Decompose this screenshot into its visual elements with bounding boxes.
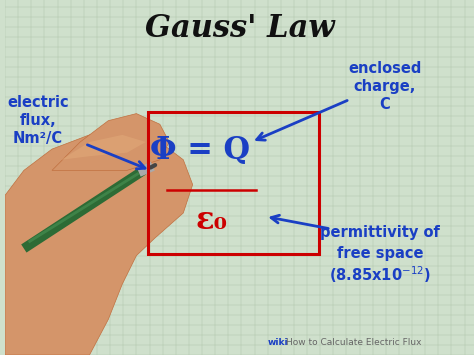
Text: (8.85x10$^{-12}$): (8.85x10$^{-12}$) bbox=[329, 265, 431, 285]
Text: ε₀: ε₀ bbox=[195, 204, 228, 236]
Text: enclosed
charge,
C: enclosed charge, C bbox=[348, 61, 421, 113]
Polygon shape bbox=[5, 131, 192, 355]
Polygon shape bbox=[52, 114, 169, 170]
Text: free space: free space bbox=[337, 246, 423, 261]
Text: electric
flux,
Nm²/C: electric flux, Nm²/C bbox=[7, 95, 69, 146]
Text: permittivity of: permittivity of bbox=[320, 225, 440, 240]
Bar bbox=[148, 112, 319, 254]
Text: Gauss' Law: Gauss' Law bbox=[145, 13, 334, 44]
Polygon shape bbox=[61, 135, 146, 160]
Text: wiki: wiki bbox=[268, 338, 288, 347]
Text: How to Calculate Electric Flux: How to Calculate Electric Flux bbox=[285, 338, 421, 347]
Text: Φ = Q: Φ = Q bbox=[150, 135, 250, 166]
